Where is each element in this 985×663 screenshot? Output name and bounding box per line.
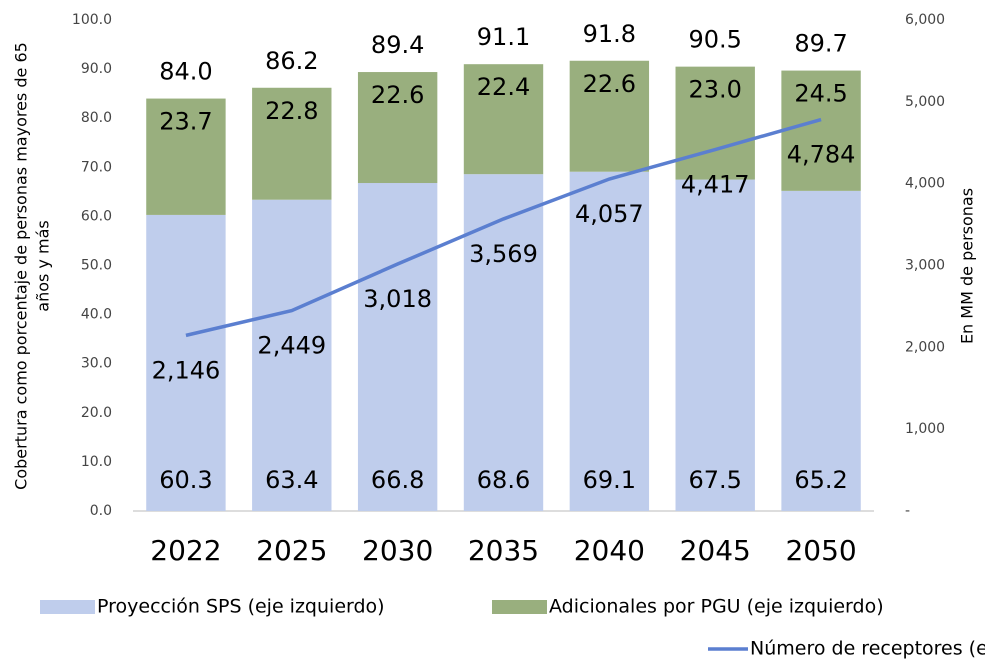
total-label: 89.7 xyxy=(794,30,847,58)
y2-axis-label: En MM de personas xyxy=(958,188,977,344)
line-value-label: 3,569 xyxy=(469,240,538,268)
bar-segment xyxy=(146,98,226,215)
legend-label: Número de receptores (eje derecho) xyxy=(750,638,985,660)
y-tick-label: 50.0 xyxy=(81,258,112,274)
value-label: 23.0 xyxy=(688,76,741,104)
y-tick-label: 0.0 xyxy=(90,503,112,519)
value-label: 63.4 xyxy=(265,466,318,494)
line-value-label: 4,417 xyxy=(681,171,750,199)
value-label: 22.6 xyxy=(583,70,636,98)
value-label: 66.8 xyxy=(371,466,424,494)
bar-segment xyxy=(569,171,650,511)
y2-tick-label: 1,000 xyxy=(905,421,945,437)
y2-tick-label: 6,000 xyxy=(905,12,945,28)
total-label: 84.0 xyxy=(159,58,212,86)
total-label: 86.2 xyxy=(265,47,318,75)
bar-segment xyxy=(675,66,755,180)
legend-swatch xyxy=(492,600,547,614)
value-label: 22.4 xyxy=(477,73,530,101)
y2-tick-label: 4,000 xyxy=(905,176,945,192)
total-label: 91.8 xyxy=(583,20,636,48)
bar-segment xyxy=(463,174,544,511)
line-value-label: 2,449 xyxy=(257,332,326,360)
x-tick-label: 2022 xyxy=(150,534,221,567)
value-label: 69.1 xyxy=(583,466,636,494)
legend-label: Proyección SPS (eje izquierdo) xyxy=(97,596,385,618)
value-label: 65.2 xyxy=(794,466,847,494)
value-label: 67.5 xyxy=(688,466,741,494)
y-axis-label: años y más xyxy=(34,220,53,311)
y2-tick-label: 3,000 xyxy=(905,258,945,274)
bar-segment xyxy=(146,214,226,511)
y2-tick-label: - xyxy=(905,503,910,519)
legend-label: Adicionales por PGU (eje izquierdo) xyxy=(549,596,884,618)
total-label: 90.5 xyxy=(688,26,741,54)
x-tick-label: 2045 xyxy=(680,534,751,567)
y-tick-label: 30.0 xyxy=(81,356,112,372)
x-tick-label: 2035 xyxy=(468,534,539,567)
y-axis-label: Cobertura como porcentaje de personas ma… xyxy=(12,42,31,490)
x-tick-label: 2050 xyxy=(785,534,856,567)
line-value-label: 2,146 xyxy=(152,356,221,384)
line-value-label: 4,057 xyxy=(575,200,644,228)
value-label: 24.5 xyxy=(794,80,847,108)
value-label: 60.3 xyxy=(159,466,212,494)
value-label: 22.6 xyxy=(371,81,424,109)
y-tick-label: 100.0 xyxy=(72,12,112,28)
x-tick-label: 2030 xyxy=(362,534,433,567)
line xyxy=(185,117,822,338)
legend-swatch xyxy=(40,600,95,614)
line-value-label: 4,784 xyxy=(787,141,856,169)
value-label: 22.8 xyxy=(265,97,318,125)
bar-segment xyxy=(781,70,861,191)
bar-segment xyxy=(463,64,544,175)
value-label: 23.7 xyxy=(159,108,212,136)
y2-tick-label: 2,000 xyxy=(905,339,945,355)
y-tick-label: 20.0 xyxy=(81,405,112,421)
line-value-label: 3,018 xyxy=(363,285,432,313)
y-tick-label: 40.0 xyxy=(81,307,112,323)
value-label: 68.6 xyxy=(477,466,530,494)
bar-segment xyxy=(357,72,438,184)
bar-segment xyxy=(675,179,755,511)
bar-segment xyxy=(569,60,650,172)
total-label: 89.4 xyxy=(371,31,424,59)
y-tick-label: 60.0 xyxy=(81,208,112,224)
y2-tick-label: 5,000 xyxy=(905,94,945,110)
bar-segment xyxy=(252,199,332,511)
bar-segment xyxy=(357,183,438,511)
x-tick-label: 2025 xyxy=(256,534,327,567)
x-tick-label: 2040 xyxy=(574,534,645,567)
y-tick-label: 90.0 xyxy=(81,61,112,77)
y-tick-label: 70.0 xyxy=(81,159,112,175)
y-tick-label: 10.0 xyxy=(81,454,112,470)
y-tick-label: 80.0 xyxy=(81,110,112,126)
bar-segment xyxy=(781,190,861,512)
bar-segment xyxy=(252,87,332,200)
total-label: 91.1 xyxy=(477,23,530,51)
